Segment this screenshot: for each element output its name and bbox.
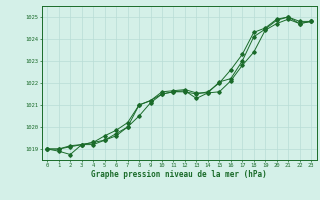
- X-axis label: Graphe pression niveau de la mer (hPa): Graphe pression niveau de la mer (hPa): [91, 170, 267, 179]
